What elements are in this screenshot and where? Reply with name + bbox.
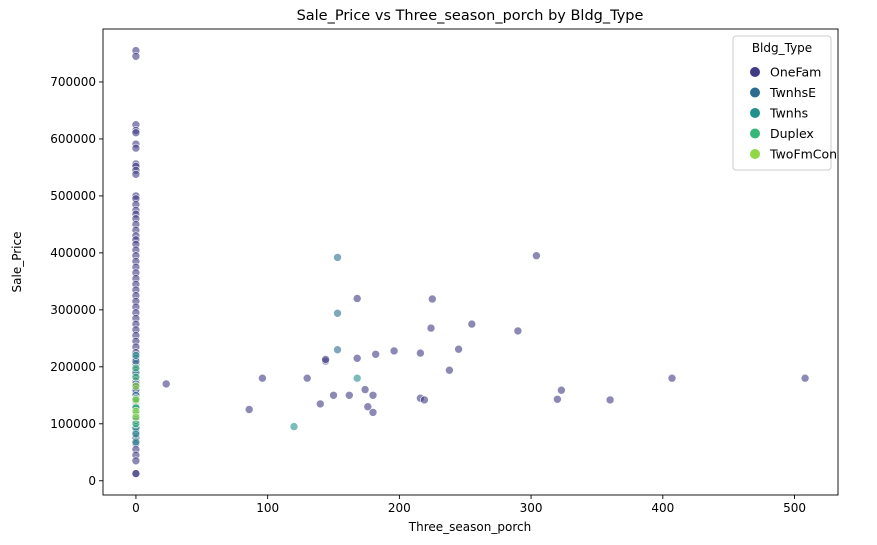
x-tick-label: 400	[651, 501, 674, 515]
data-point	[131, 469, 141, 478]
y-tick-label: 200000	[50, 360, 96, 374]
data-point	[131, 456, 141, 466]
data-point	[368, 408, 378, 417]
data-point	[131, 51, 141, 61]
data-point	[344, 390, 354, 400]
data-point	[131, 170, 141, 179]
y-tick-label: 300000	[50, 303, 96, 317]
legend-marker	[750, 128, 760, 139]
data-point	[605, 395, 615, 405]
data-point	[333, 253, 342, 262]
points-layer	[131, 46, 810, 478]
data-point	[131, 437, 141, 447]
data-point	[667, 373, 677, 383]
y-axis-label: Sale_Price	[10, 232, 24, 293]
data-point	[161, 379, 171, 389]
legend-marker	[750, 67, 760, 77]
data-point	[131, 381, 141, 391]
data-point	[131, 363, 141, 373]
data-point	[420, 395, 429, 405]
y-tick-label: 0	[88, 474, 96, 488]
legend-marker	[750, 87, 760, 98]
y-tick-label: 700000	[50, 75, 96, 89]
data-point	[244, 405, 254, 414]
data-point	[371, 349, 381, 359]
y-tick-label: 600000	[50, 132, 96, 146]
data-point	[258, 373, 267, 383]
y-tick-label: 500000	[50, 189, 96, 203]
legend-label: OneFam	[770, 65, 821, 80]
data-point	[131, 429, 141, 439]
data-point	[532, 251, 541, 260]
data-point	[352, 373, 362, 383]
x-tick-label: 200	[388, 501, 411, 515]
data-point	[427, 294, 437, 304]
data-point	[315, 399, 325, 409]
legend-label: TwnhsE	[769, 85, 816, 100]
legend-label: TwoFmCon	[769, 147, 837, 162]
data-point	[553, 394, 562, 404]
x-tick-label: 100	[256, 501, 279, 515]
chart-title: Sale_Price vs Three_season_porch by Bldg…	[297, 8, 644, 24]
data-point	[426, 323, 436, 333]
legend-label: Duplex	[770, 126, 814, 141]
x-tick-label: 500	[783, 501, 806, 515]
legend-marker	[750, 108, 760, 118]
legend: Bldg_Type OneFam TwnhsE Twnhs Duplex TwoFmCo…	[732, 35, 837, 171]
data-point	[131, 395, 141, 405]
data-point	[363, 402, 373, 412]
data-point	[352, 353, 362, 363]
y-tick-label: 100000	[50, 417, 96, 431]
x-tick-label: 300	[520, 501, 543, 515]
legend-label: Twnhs	[769, 106, 808, 121]
data-point	[321, 355, 330, 364]
data-point	[352, 294, 362, 303]
data-point	[333, 308, 342, 318]
data-point	[416, 348, 425, 358]
data-point	[360, 385, 370, 394]
axes-layer: 0 100 200 300 400 500 0 100000 200000 300000 40000…	[50, 75, 806, 515]
data-point	[131, 128, 141, 137]
data-point	[329, 390, 338, 400]
data-point	[289, 422, 299, 431]
data-point	[389, 346, 399, 356]
data-point	[131, 412, 141, 422]
data-point	[467, 319, 477, 329]
data-point	[131, 351, 141, 360]
legend-title: Bldg_Type	[752, 41, 812, 55]
data-point	[454, 344, 463, 354]
data-point	[513, 326, 523, 336]
data-point	[368, 390, 378, 400]
y-tick-label: 400000	[50, 246, 96, 260]
data-point	[131, 372, 141, 382]
x-tick-label: 0	[132, 501, 140, 515]
data-point	[445, 365, 454, 375]
legend-marker	[750, 149, 760, 159]
data-point	[333, 345, 342, 355]
data-point	[557, 385, 566, 395]
x-axis-label: Three_season_porch	[408, 520, 531, 534]
plot-frame	[102, 28, 839, 496]
data-point	[302, 373, 312, 383]
data-point	[131, 143, 141, 153]
data-point	[800, 373, 810, 383]
